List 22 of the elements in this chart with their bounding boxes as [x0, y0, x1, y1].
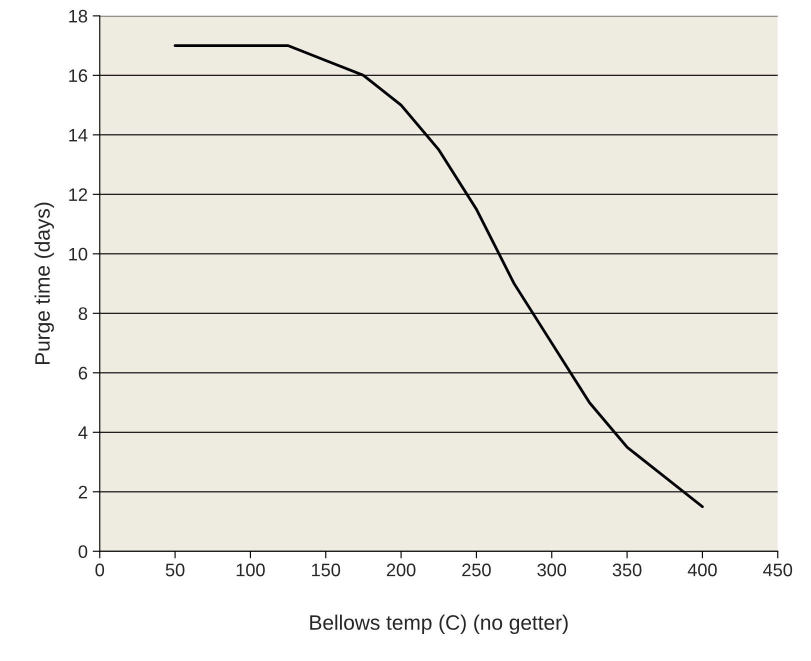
y-tick-label: 2 [78, 486, 88, 498]
y-tick-label: 4 [78, 426, 88, 439]
x-tick-label: 350 [612, 564, 642, 576]
y-tick-label: 0 [78, 545, 88, 558]
y-tick-label: 10 [69, 248, 88, 261]
x-tick-label: 400 [688, 564, 717, 576]
x-axis-title: Bellows temp (C) (no getter) [310, 614, 568, 634]
y-axis-title: Purge time (days) [34, 202, 54, 364]
y-tick-label: 14 [69, 128, 88, 142]
x-tick-label: 450 [763, 564, 792, 576]
y-tick-label: 18 [69, 10, 88, 23]
x-tick-label: 100 [236, 564, 265, 576]
x-tick-label: 250 [462, 564, 491, 576]
x-tick-label: 0 [95, 564, 104, 576]
x-tick-label: 150 [312, 564, 340, 576]
x-tick-label: 300 [537, 564, 566, 576]
x-tick-label: 200 [386, 564, 416, 576]
y-tick-label: 6 [78, 366, 88, 380]
y-tick-label: 12 [69, 188, 88, 201]
y-tick-label: 16 [69, 69, 88, 82]
x-tick-label: 50 [166, 564, 184, 576]
y-tick-label: 8 [78, 307, 88, 320]
